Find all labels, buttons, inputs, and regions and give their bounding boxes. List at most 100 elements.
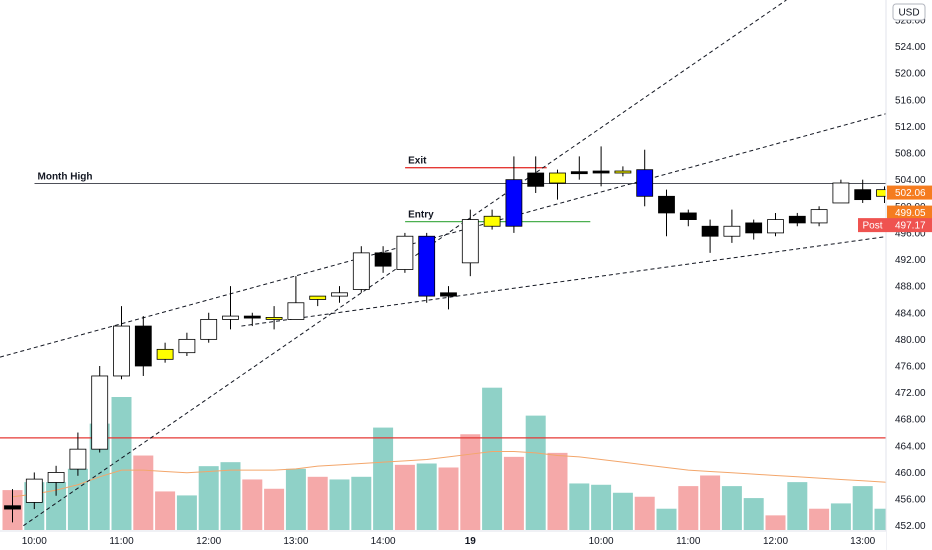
candle[interactable]	[200, 312, 218, 343]
candle[interactable]	[47, 465, 65, 496]
price-tag-label: 502.06	[895, 188, 926, 199]
candle[interactable]	[788, 212, 806, 227]
volume-bar	[743, 498, 764, 530]
candle[interactable]	[374, 246, 392, 273]
candle-body	[134, 325, 152, 367]
candle[interactable]	[592, 146, 610, 187]
candle[interactable]	[91, 365, 109, 453]
candle[interactable]	[614, 166, 632, 177]
candle[interactable]	[832, 179, 850, 204]
time-axis[interactable]: 10:00 11:00 12:00 13:00 14:00 19 10:00 11:00 12:…	[0, 530, 886, 550]
candle[interactable]	[265, 306, 283, 330]
candle[interactable]	[69, 432, 87, 476]
candle[interactable]	[134, 316, 152, 376]
price-tick-label: 488.00	[895, 282, 926, 293]
volume-bar	[133, 455, 154, 530]
volume-bar	[852, 486, 873, 530]
price-tick-label: 496.00	[895, 228, 926, 239]
candle-body	[331, 292, 348, 297]
candle-body	[679, 212, 697, 220]
candle[interactable]	[745, 219, 763, 240]
candle-body	[69, 448, 87, 470]
candle-body	[614, 170, 632, 174]
candle[interactable]	[549, 169, 566, 200]
candle[interactable]	[570, 156, 588, 180]
candle[interactable]	[352, 246, 370, 293]
volume-bar	[67, 468, 88, 530]
price-tick-label: 464.00	[895, 441, 926, 452]
candle-body	[658, 195, 675, 214]
candle[interactable]	[418, 232, 436, 303]
price-tick-label: 516.00	[895, 95, 926, 106]
candle[interactable]	[636, 149, 654, 207]
candle-body	[788, 215, 806, 224]
candle[interactable]	[679, 209, 697, 227]
candle[interactable]	[854, 179, 872, 203]
candle[interactable]	[767, 212, 784, 237]
candle[interactable]	[243, 312, 261, 327]
price-tick-label: 452.00	[895, 521, 926, 532]
price-tag: Post 497.17	[858, 218, 932, 233]
volume-ma-line	[12, 451, 929, 498]
candle[interactable]	[396, 232, 414, 273]
volume-bar	[242, 479, 263, 530]
candle[interactable]	[156, 342, 174, 363]
price-tag-box	[887, 205, 932, 220]
candle-body	[25, 478, 43, 503]
candle[interactable]	[701, 219, 719, 253]
level-label: Exit	[408, 156, 427, 167]
volume-bar	[787, 482, 808, 530]
candle[interactable]	[309, 295, 327, 307]
volume-bar	[176, 495, 197, 530]
level-label: Entry	[408, 210, 434, 221]
candle[interactable]	[810, 206, 828, 227]
candle-body	[91, 375, 109, 450]
price-tick-label: 472.00	[895, 388, 926, 399]
candle[interactable]	[527, 156, 545, 193]
price-tag-label: 497.17	[895, 221, 926, 232]
candle[interactable]	[25, 472, 43, 510]
price-tick-label: 528.00	[895, 15, 926, 26]
candle[interactable]	[658, 189, 675, 237]
candle[interactable]	[178, 332, 196, 357]
candle[interactable]	[287, 276, 305, 320]
volume-bar	[46, 482, 67, 530]
price-tick-label: 492.00	[895, 255, 926, 266]
candle[interactable]	[440, 286, 457, 310]
candle-body	[418, 235, 436, 297]
time-tick-label: 11:00	[109, 536, 134, 547]
volume-bar	[220, 462, 241, 530]
volume-bar	[438, 467, 459, 530]
candle-body	[309, 295, 327, 300]
price-tag: 499.05	[887, 205, 932, 220]
candle[interactable]	[331, 286, 348, 303]
volume-bar	[656, 508, 677, 530]
candle[interactable]	[461, 209, 479, 277]
candle-body	[483, 215, 501, 227]
candle-body	[440, 292, 457, 297]
time-tick-label: 12:00	[196, 536, 221, 547]
candle-body	[374, 252, 392, 267]
volume-bar	[351, 476, 372, 530]
volume-bar	[525, 415, 546, 530]
price-axis[interactable]: 452.00 456.00 460.00 464.00 468.00 472.00 476.…	[885, 0, 932, 550]
volume-bar	[329, 479, 350, 530]
candle[interactable]	[483, 209, 501, 230]
candle[interactable]	[113, 306, 130, 380]
candle[interactable]	[4, 489, 21, 523]
price-tick-label: 456.00	[895, 495, 926, 506]
volume-bar	[198, 466, 219, 530]
price-tick-label: 480.00	[895, 335, 926, 346]
price-tick-label: 504.00	[895, 175, 926, 186]
level-label: Month High	[38, 172, 93, 183]
currency-badge[interactable]: USD	[892, 3, 926, 21]
price-tags: 502.06 499.05 Post 497.17	[858, 185, 932, 233]
candle[interactable]	[723, 209, 741, 243]
volume-bar	[416, 463, 437, 530]
volume-bar	[721, 486, 742, 530]
candle[interactable]	[222, 286, 239, 330]
volume-bar	[591, 484, 612, 530]
candle[interactable]	[505, 156, 523, 233]
price-axis-background	[886, 0, 932, 550]
